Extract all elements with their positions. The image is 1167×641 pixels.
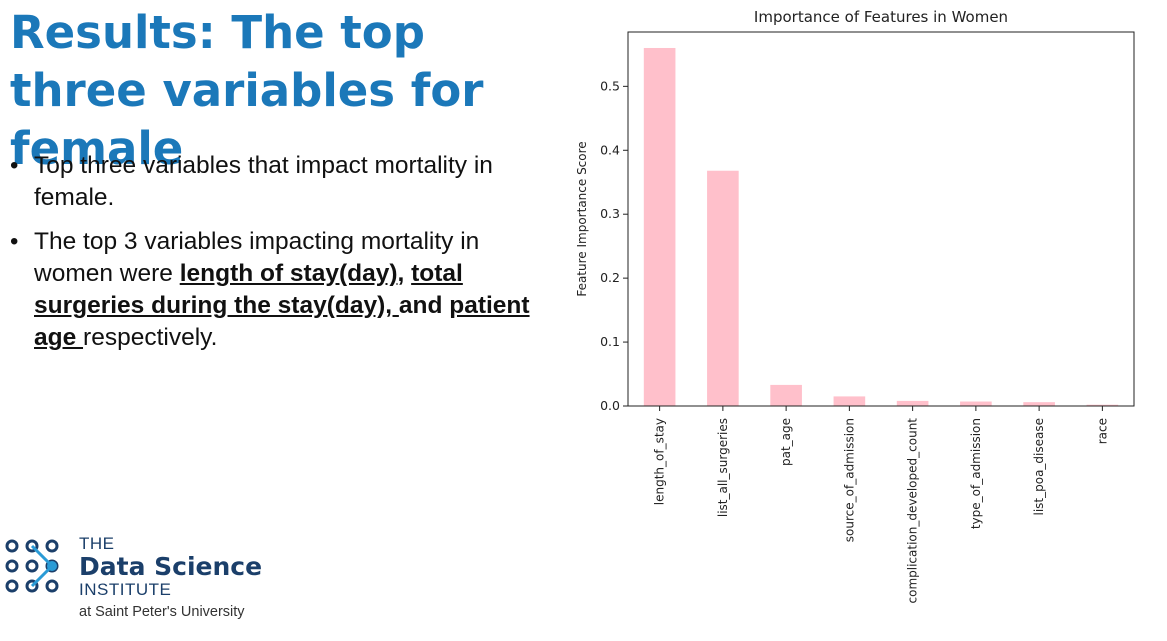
bullet-list: Top three variables that impact mortalit… — [8, 150, 553, 366]
y-tick-label: 0.1 — [600, 334, 620, 349]
logo-text-institute: INSTITUTE — [79, 580, 172, 599]
x-tick-label: list_poa_disease — [1032, 418, 1046, 516]
bar-source_of_admission — [833, 396, 866, 406]
plot-frame — [627, 31, 1135, 407]
bar-complication_developed_count — [896, 400, 929, 406]
bullet-text: respectively. — [83, 324, 218, 351]
y-tick-label: 0.0 — [600, 398, 620, 413]
bar-type_of_admission — [960, 401, 992, 406]
y-tick-label: 0.2 — [600, 270, 620, 285]
bar-length_of_stay — [643, 47, 676, 406]
bullet-text: Top three variables that impact mortalit… — [34, 152, 493, 211]
x-tick-label: list_all_surgeries — [716, 418, 730, 517]
emphasis-text: and — [398, 292, 450, 319]
bullet-text: The top 3 variables impacting mortality … — [34, 228, 480, 287]
bar-race — [1086, 404, 1119, 406]
x-tick-label: length_of_stay — [653, 418, 667, 505]
x-tick-label: race — [1095, 418, 1109, 444]
y-axis-label: Feature Importance Score — [575, 141, 589, 296]
y-tick-label: 0.3 — [600, 206, 620, 221]
logo-text-the: THE — [79, 534, 115, 553]
x-tick-label: pat_age — [779, 418, 793, 466]
bullet-item: The top 3 variables impacting mortality … — [8, 226, 553, 354]
bar-list_poa_disease — [1023, 402, 1055, 406]
emphasis-text: patient age — [34, 292, 530, 351]
x-tick-label: source_of_admission — [842, 418, 856, 542]
network-dots-icon — [5, 539, 59, 593]
x-tick-label: complication_developed_count — [906, 418, 920, 604]
x-tick-label: type_of_admission — [969, 418, 983, 529]
bar-pat_age — [770, 384, 802, 406]
y-tick-label: 0.4 — [600, 142, 620, 157]
y-tick-label: 0.5 — [600, 78, 620, 93]
logo-text-data-science: Data Science — [79, 552, 263, 581]
feature-importance-chart: Importance of Features in Women Feature I… — [575, 8, 1135, 604]
slide-title: Results: The top three variables for fem… — [10, 6, 484, 175]
emphasis-text: , — [397, 260, 412, 287]
bullet-item: Top three variables that impact mortalit… — [8, 150, 553, 214]
logo-text-university: at Saint Peter's University — [79, 604, 245, 620]
institute-logo: THE Data Science INSTITUTE at Saint Pete… — [4, 534, 274, 629]
emphasis-text: total surgeries during the stay(day), — [34, 260, 463, 319]
chart-title: Importance of Features in Women — [754, 8, 1008, 26]
bar-list_all_surgeries — [707, 170, 739, 406]
emphasis-text: length of stay(day) — [179, 260, 398, 287]
